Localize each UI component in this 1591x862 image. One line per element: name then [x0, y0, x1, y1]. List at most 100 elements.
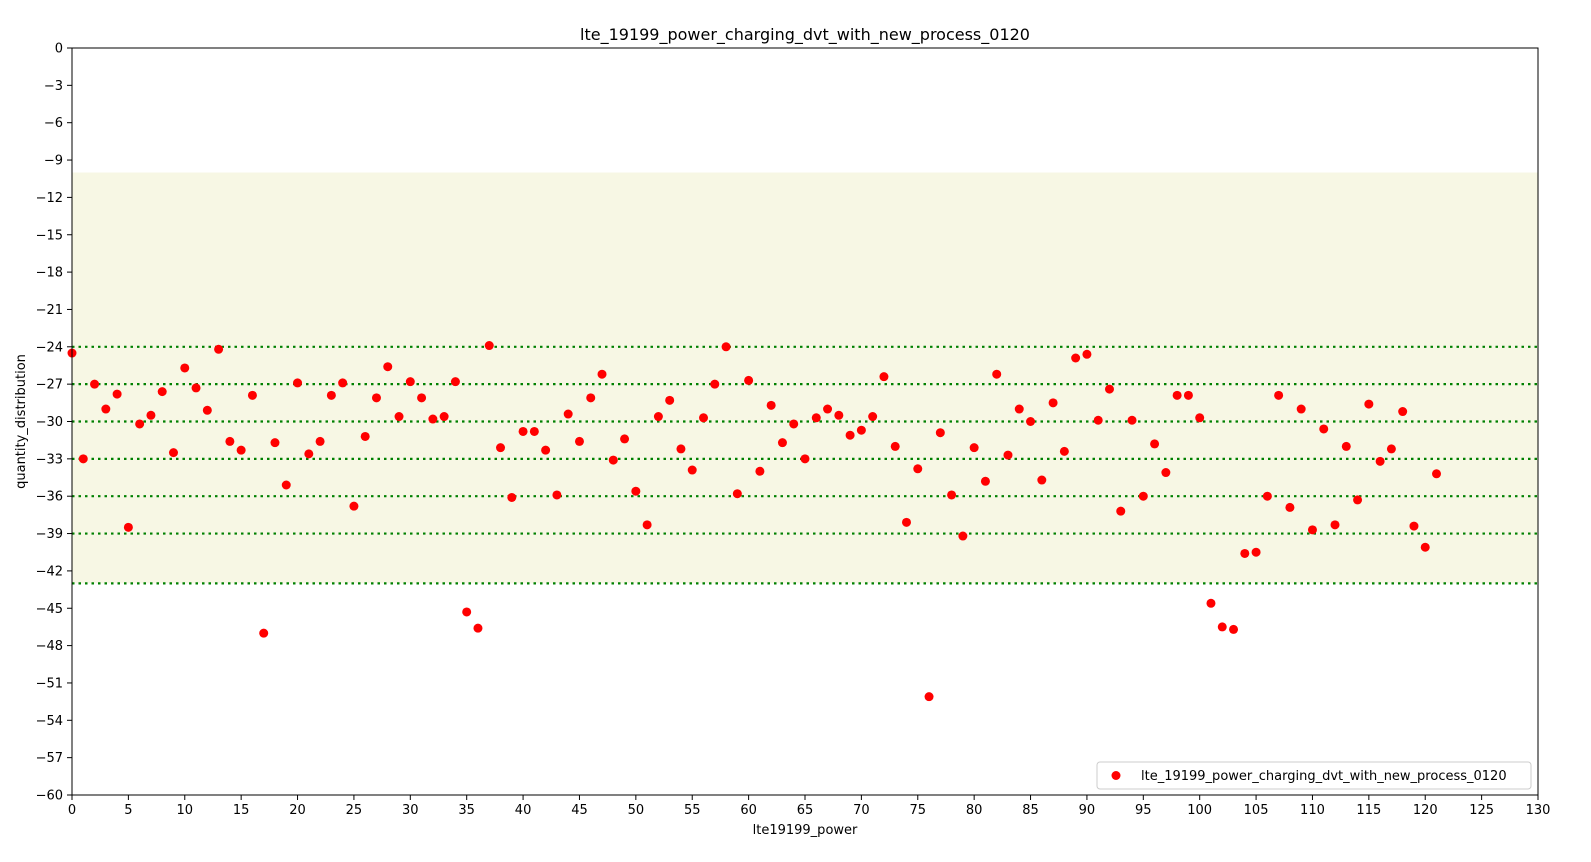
data-point	[608, 455, 618, 465]
data-point	[259, 628, 269, 638]
data-point	[879, 372, 889, 382]
data-point	[1206, 598, 1216, 608]
data-point	[699, 413, 709, 423]
data-point	[744, 375, 754, 385]
data-point	[1296, 404, 1306, 414]
data-point	[439, 412, 449, 422]
data-point	[168, 448, 178, 458]
data-point	[811, 413, 821, 423]
data-point	[665, 395, 675, 405]
x-tick-label: 10	[176, 803, 193, 818]
data-point	[969, 443, 979, 453]
data-point	[1375, 456, 1385, 466]
data-point	[721, 342, 731, 352]
x-tick-label: 100	[1187, 803, 1212, 818]
plot-area	[67, 172, 1538, 702]
x-tick-label: 50	[628, 803, 645, 818]
data-point	[1432, 469, 1442, 479]
data-point	[135, 419, 145, 429]
data-point	[1127, 415, 1137, 425]
data-point	[157, 387, 167, 397]
y-tick-label: −60	[36, 789, 63, 804]
data-point	[417, 393, 427, 403]
data-point	[428, 414, 438, 424]
y-tick-label: −57	[36, 751, 63, 766]
data-point	[1195, 413, 1205, 423]
x-tick-label: 15	[233, 803, 250, 818]
data-point	[766, 400, 776, 410]
data-point	[541, 445, 551, 455]
y-tick-label: −18	[36, 266, 63, 281]
data-point	[394, 412, 404, 422]
x-tick-label: 85	[1022, 803, 1039, 818]
data-point	[338, 378, 348, 388]
y-tick-label: 0	[55, 42, 63, 57]
data-point	[236, 445, 246, 455]
data-point	[1003, 450, 1013, 460]
data-point	[732, 489, 742, 499]
data-point	[1341, 441, 1351, 451]
data-point	[800, 454, 810, 464]
data-point	[823, 404, 833, 414]
x-tick-label: 25	[346, 803, 363, 818]
x-tick-label: 45	[571, 803, 588, 818]
y-tick-label: −9	[44, 154, 63, 169]
data-point	[1172, 390, 1182, 400]
limit-band	[72, 172, 1538, 584]
data-point	[1285, 502, 1295, 512]
y-tick-label: −27	[36, 378, 63, 393]
data-point	[304, 449, 314, 459]
data-point	[834, 410, 844, 420]
x-tick-label: 110	[1300, 803, 1325, 818]
legend-label: lte_19199_power_charging_dvt_with_new_pr…	[1141, 769, 1507, 784]
data-point	[958, 531, 968, 541]
x-tick-label: 80	[966, 803, 983, 818]
data-point	[1150, 439, 1160, 449]
y-tick-label: −24	[36, 340, 63, 355]
data-point	[947, 490, 957, 500]
data-point	[462, 607, 472, 617]
data-point	[710, 379, 720, 389]
data-point	[935, 428, 945, 438]
data-point	[992, 369, 1002, 379]
x-tick-label: 115	[1356, 803, 1381, 818]
data-point	[1420, 542, 1430, 552]
x-tick-label: 75	[909, 803, 926, 818]
data-point	[1071, 353, 1081, 363]
data-point	[890, 441, 900, 451]
data-point	[383, 362, 393, 372]
data-point	[574, 436, 584, 446]
data-point	[1161, 468, 1171, 478]
x-tick-label: 125	[1469, 803, 1494, 818]
data-point	[315, 436, 325, 446]
data-point	[202, 405, 212, 415]
data-point	[777, 438, 787, 448]
x-tick-label: 65	[797, 803, 814, 818]
x-tick-label: 35	[458, 803, 475, 818]
data-point	[191, 383, 201, 393]
legend-box	[1096, 761, 1532, 790]
data-point	[1014, 404, 1024, 414]
data-point	[326, 390, 336, 400]
data-point	[78, 454, 88, 464]
x-tick-label: 90	[1079, 803, 1096, 818]
data-point	[789, 419, 799, 429]
data-point	[1048, 398, 1058, 408]
y-tick-label: −33	[36, 452, 63, 467]
data-point	[642, 520, 652, 530]
data-point	[901, 517, 911, 527]
data-point	[563, 409, 573, 419]
data-point	[371, 393, 381, 403]
data-point	[90, 379, 100, 389]
data-point	[552, 490, 562, 500]
data-point	[180, 363, 190, 373]
data-point	[1104, 384, 1114, 394]
x-tick-label: 5	[124, 803, 132, 818]
x-tick-label: 55	[684, 803, 701, 818]
data-point	[687, 465, 697, 475]
data-point	[1307, 525, 1317, 535]
data-point	[620, 434, 630, 444]
data-point	[1026, 417, 1036, 426]
data-point	[1251, 547, 1261, 557]
